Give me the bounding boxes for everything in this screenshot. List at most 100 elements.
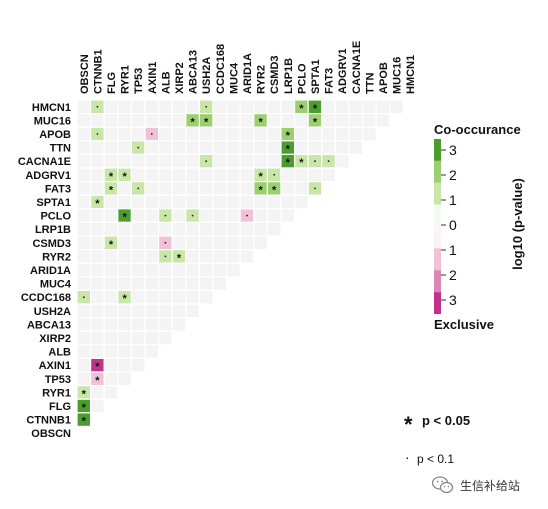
- sig-star-mark: *: [95, 361, 100, 373]
- empty-cell: [226, 262, 241, 278]
- col-label-fat3: FAT3: [324, 68, 336, 94]
- cell-ctnnb1-obscn: [76, 412, 92, 427]
- sig-star-mark: *: [109, 184, 114, 196]
- row-label-hmcn1: HMCN1: [32, 102, 71, 114]
- empty-cell: [239, 221, 255, 237]
- empty-cell: [226, 126, 241, 142]
- empty-cell: [76, 303, 92, 319]
- empty-cell: [89, 344, 105, 359]
- sig-star-mark: *: [299, 157, 304, 169]
- empty-cell: [103, 276, 119, 291]
- empty-cell: [103, 371, 119, 387]
- empty-cell: [266, 153, 282, 169]
- empty-cell: [158, 126, 173, 142]
- empty-cell: [117, 194, 133, 210]
- empty-cell: [117, 357, 133, 373]
- empty-cell: [103, 330, 119, 346]
- sig-star-mark: *: [82, 402, 87, 414]
- empty-cell: [171, 153, 187, 169]
- legend-swatch: [434, 160, 441, 183]
- empty-cell: [117, 317, 133, 332]
- empty-cell: [117, 112, 133, 128]
- empty-cell: [76, 330, 92, 346]
- empty-cell: [130, 99, 146, 115]
- empty-cell: [212, 99, 228, 115]
- legend-tick-label: 2: [449, 267, 457, 283]
- empty-cell: [280, 112, 296, 128]
- empty-cell: [144, 140, 160, 156]
- empty-cell: [103, 385, 119, 400]
- row-label-ttn: TTN: [50, 143, 71, 155]
- empty-cell: [103, 140, 119, 156]
- empty-cell: [212, 167, 228, 183]
- row-label-arid1a: ARID1A: [30, 265, 71, 277]
- legend-color-bar: [434, 139, 441, 314]
- col-label-abca13: ABCA13: [188, 50, 200, 94]
- legend-tick-label: 2: [449, 167, 457, 183]
- empty-cell: [321, 126, 336, 142]
- row-label-muc16: MUC16: [34, 115, 71, 127]
- col-label-muc16: MUC16: [392, 57, 404, 94]
- legend-swatch: [434, 204, 441, 227]
- empty-cell: [266, 140, 282, 156]
- empty-cell: [89, 112, 105, 128]
- empty-cell: [76, 167, 92, 183]
- empty-cell: [130, 262, 146, 278]
- sig-star-mark: *: [122, 171, 127, 183]
- empty-cell: [185, 167, 201, 183]
- row-label-fat3: FAT3: [45, 183, 71, 195]
- sig-dot-mark: [96, 105, 99, 108]
- empty-cell: [130, 153, 146, 169]
- col-label-xirp2: XIRP2: [174, 62, 186, 94]
- empty-cell: [212, 140, 228, 156]
- empty-cell: [89, 276, 105, 291]
- empty-cell: [198, 194, 214, 210]
- sig-dot-mark: [164, 241, 167, 244]
- sig-star-mark: *: [190, 116, 195, 128]
- empty-cell: [158, 289, 173, 305]
- empty-cell: [239, 126, 255, 142]
- legend-bottom-label: Exclusive: [434, 317, 494, 332]
- empty-cell: [226, 221, 241, 237]
- col-label-spta1: SPTA1: [310, 59, 322, 94]
- empty-cell: [76, 153, 92, 169]
- sig-star-mark: *: [82, 388, 87, 400]
- col-label-adgrv1: ADGRV1: [337, 48, 349, 94]
- sig-dot-mark: [96, 133, 99, 135]
- empty-cell: [103, 126, 119, 142]
- empty-cell: [185, 181, 201, 196]
- empty-cell: [280, 99, 296, 115]
- empty-cell: [321, 99, 336, 115]
- empty-cell: [117, 181, 133, 196]
- empty-cell: [117, 126, 133, 142]
- sig-dot-mark: [246, 214, 248, 217]
- sig-dot-mark: [150, 133, 153, 135]
- empty-cell: [144, 262, 160, 278]
- empty-cell: [89, 181, 105, 196]
- empty-cell: [158, 140, 173, 156]
- sig-star-mark: *: [272, 184, 277, 196]
- row-label-axin1: AXIN1: [39, 360, 71, 372]
- empty-cell: [158, 303, 173, 319]
- empty-cell: [334, 112, 350, 128]
- empty-cell: [253, 221, 269, 237]
- empty-cell: [212, 276, 228, 291]
- empty-cell: [130, 249, 146, 264]
- empty-cell: [158, 112, 173, 128]
- empty-cell: [334, 99, 350, 115]
- row-label-alb: ALB: [48, 347, 71, 359]
- empty-cell: [212, 235, 228, 251]
- row-label-xirp2: XIRP2: [39, 333, 71, 345]
- empty-cell: [89, 262, 105, 278]
- empty-cell: [130, 289, 146, 305]
- empty-cell: [103, 208, 119, 224]
- row-label-spta1: SPTA1: [36, 197, 71, 209]
- empty-cell: [334, 140, 350, 156]
- empty-cell: [171, 289, 187, 305]
- empty-cell: [185, 126, 201, 142]
- empty-cell: [144, 317, 160, 332]
- empty-cell: [348, 99, 364, 115]
- empty-cell: [334, 126, 350, 142]
- empty-cell: [198, 126, 214, 142]
- empty-cell: [375, 99, 391, 115]
